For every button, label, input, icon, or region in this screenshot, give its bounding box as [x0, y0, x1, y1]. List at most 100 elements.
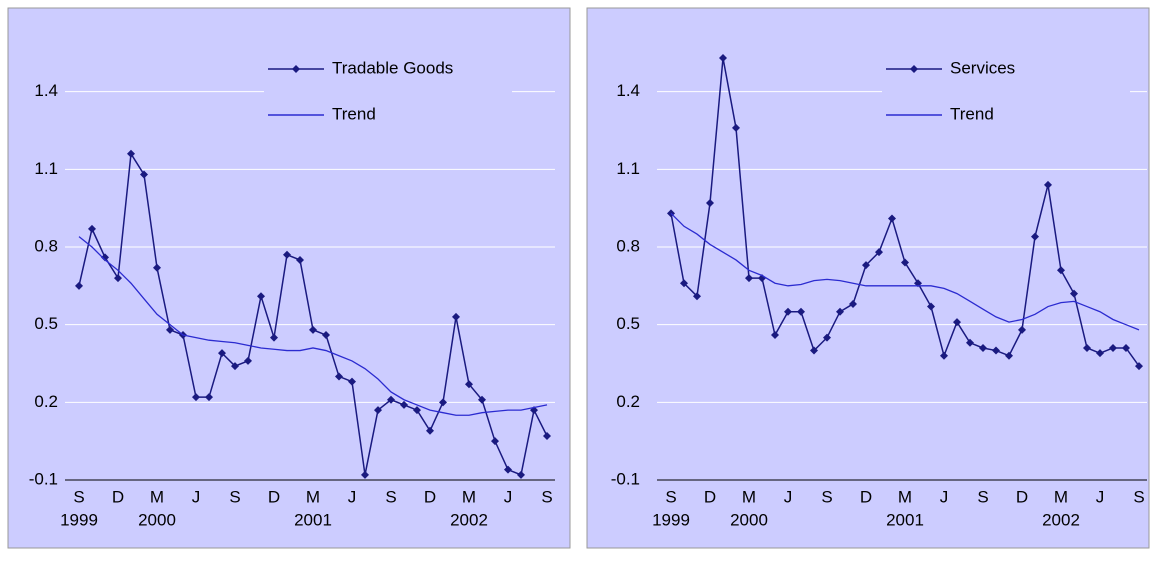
data-point [517, 470, 525, 479]
x-tick-label: M [306, 487, 320, 506]
data-point [732, 123, 740, 132]
data-point [166, 325, 174, 334]
y-tick-label: 1.4 [616, 81, 640, 100]
data-point [153, 263, 161, 272]
x-tick-label: S [977, 487, 988, 506]
x-tick-label: J [1096, 487, 1105, 506]
x-year-label: 2002 [450, 510, 488, 529]
data-point [901, 258, 909, 267]
x-tick-label: S [385, 487, 396, 506]
y-tick-label: 0.5 [34, 314, 58, 333]
data-point [465, 380, 473, 389]
x-tick-label: D [1016, 487, 1028, 506]
x-year-label: 2001 [886, 510, 924, 529]
legend-label: Trend [950, 104, 994, 123]
x-year-label: 2001 [294, 510, 332, 529]
x-tick-label: J [940, 487, 949, 506]
data-point [296, 255, 304, 264]
x-tick-label: S [229, 487, 240, 506]
legend-marker [292, 65, 300, 73]
data-point [771, 331, 779, 340]
data-point [1005, 351, 1013, 360]
data-point [1096, 349, 1104, 358]
data-point [491, 437, 499, 446]
x-year-label: 2000 [730, 510, 768, 529]
x-tick-label: J [348, 487, 357, 506]
data-point [218, 349, 226, 358]
data-point [719, 54, 727, 63]
data-point [270, 333, 278, 342]
x-tick-label: J [192, 487, 201, 506]
data-point [862, 261, 870, 270]
data-point [543, 431, 551, 440]
legend-label: Services [950, 58, 1015, 77]
x-tick-label: M [462, 487, 476, 506]
data-point [693, 292, 701, 301]
data-point [1031, 232, 1039, 241]
x-year-label: 1999 [60, 510, 98, 529]
y-tick-label: 0.8 [616, 236, 640, 255]
data-point [1135, 362, 1143, 371]
x-tick-label: M [1054, 487, 1068, 506]
legend-marker [910, 65, 918, 73]
x-tick-label: D [268, 487, 280, 506]
data-point [452, 312, 460, 321]
x-tick-label: S [73, 487, 84, 506]
data-point [361, 470, 369, 479]
x-tick-label: S [821, 487, 832, 506]
data-point [400, 400, 408, 409]
data-point [322, 331, 330, 340]
data-point [1044, 180, 1052, 189]
y-tick-label: -0.1 [29, 469, 58, 488]
data-point [413, 406, 421, 415]
x-tick-label: S [1133, 487, 1144, 506]
x-year-label: 1999 [652, 510, 690, 529]
x-tick-label: M [742, 487, 756, 506]
data-point [823, 333, 831, 342]
legend-box [882, 52, 1130, 132]
data-point [348, 377, 356, 386]
data-point [992, 346, 1000, 355]
series-line [78, 236, 548, 416]
data-point [797, 307, 805, 316]
data-point [953, 318, 961, 327]
data-point [706, 198, 714, 207]
data-point [940, 351, 948, 360]
x-tick-label: M [898, 487, 912, 506]
x-tick-label: D [424, 487, 436, 506]
y-tick-label: 1.4 [34, 81, 58, 100]
x-year-label: 2002 [1042, 510, 1080, 529]
data-point [1109, 343, 1117, 352]
x-year-label: 2000 [138, 510, 176, 529]
data-point [927, 302, 935, 311]
x-tick-label: S [541, 487, 552, 506]
data-point [88, 224, 96, 233]
x-tick-label: D [860, 487, 872, 506]
data-point [101, 253, 109, 262]
data-point [1018, 325, 1026, 334]
data-point [309, 325, 317, 334]
x-tick-label: J [784, 487, 793, 506]
x-tick-label: S [665, 487, 676, 506]
y-tick-label: 0.2 [616, 392, 640, 411]
legend-label: Trend [332, 104, 376, 123]
data-point [387, 395, 395, 404]
data-point [114, 274, 122, 283]
y-tick-label: 0.2 [34, 392, 58, 411]
data-point [231, 362, 239, 371]
data-point [1083, 343, 1091, 352]
data-point [966, 338, 974, 347]
data-point [784, 307, 792, 316]
legend-label: Tradable Goods [332, 58, 453, 77]
data-point [875, 248, 883, 257]
data-point [888, 214, 896, 223]
data-point [680, 279, 688, 288]
data-point [335, 372, 343, 381]
x-tick-label: M [150, 487, 164, 506]
data-point [810, 346, 818, 355]
data-point [745, 274, 753, 283]
data-point [205, 393, 213, 402]
data-point [478, 395, 486, 404]
